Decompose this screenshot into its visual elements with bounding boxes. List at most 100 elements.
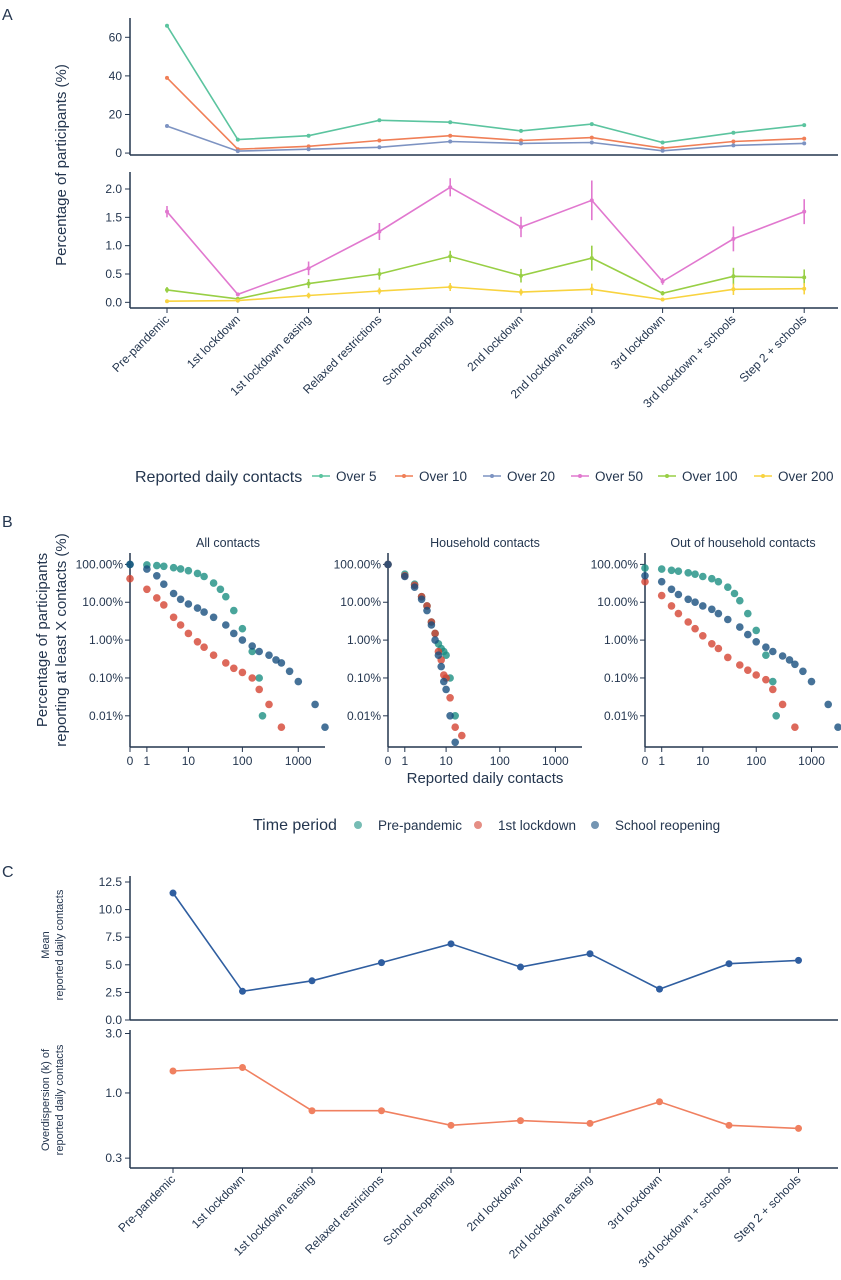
- legend-b-key: [474, 821, 482, 829]
- panel-b-point: [691, 570, 699, 578]
- panel-a-point: [589, 198, 594, 203]
- panel-b-point: [691, 598, 699, 606]
- panel-a-top-ytick-label: 60: [109, 30, 123, 44]
- panel-b-point: [193, 604, 202, 612]
- panel-b-point: [684, 595, 692, 604]
- panel-c-mean-ytick-label: 0.0: [105, 1013, 122, 1027]
- panel-a-point: [377, 138, 382, 143]
- panel-b-ytick-label: 1.00%: [347, 633, 381, 647]
- panel-a-point: [519, 128, 523, 133]
- panel-b-point: [222, 621, 230, 629]
- panel-a-xtick-label: 2nd lockdown: [464, 312, 526, 374]
- panel-b-point: [724, 615, 732, 624]
- panel-a-point: [235, 137, 240, 142]
- panel-b-point: [769, 677, 777, 686]
- panel-c-xtick-label: Pre-pandemic: [115, 1172, 178, 1235]
- panel-c-k-ytick-label: 1.0: [105, 1086, 122, 1100]
- panel-c-k-point: [169, 1067, 177, 1075]
- panel-a-point: [448, 139, 453, 144]
- panel-a-point: [731, 274, 736, 279]
- legend-a-key-dot: [319, 474, 323, 478]
- panel-a-series-line-over-20: [166, 125, 805, 152]
- panel-b-point: [321, 723, 329, 731]
- panel-b-point: [277, 723, 286, 731]
- panel-a-top-ytick-label: 20: [109, 107, 123, 121]
- panel-c-mean-point: [725, 960, 733, 968]
- panel-a-xtick-label: School reopening: [379, 312, 455, 388]
- panel-a-point: [448, 254, 453, 259]
- legend-a-label: Over 200: [778, 469, 834, 484]
- panel-b-point: [209, 613, 218, 622]
- panel-a-series-line-over-5: [166, 25, 805, 144]
- panel-b-point: [752, 626, 760, 635]
- panel-b-point: [193, 569, 202, 578]
- panel-a-bottom-ytick-label: 1.5: [105, 210, 122, 224]
- panel-b-point: [657, 577, 666, 586]
- panel-b-point: [200, 572, 208, 581]
- panel-a-point: [448, 285, 453, 290]
- panel-b-point: [126, 560, 134, 569]
- panel-b-point: [778, 652, 787, 660]
- panel-a-point: [589, 140, 594, 145]
- panel-a-point: [165, 23, 169, 28]
- panel-c-mean-point: [586, 950, 594, 958]
- panel-a-series-line-over-100: [166, 255, 805, 300]
- panel-a-point: [731, 130, 736, 135]
- panel-c-mean-point: [517, 963, 524, 971]
- legend-b-key: [591, 821, 599, 829]
- panel-b-xlabel: Reported daily contacts: [407, 770, 564, 787]
- panel-b-point: [294, 677, 303, 686]
- panel-b-point: [684, 569, 692, 577]
- panel-b-xtick-label: 0: [127, 754, 134, 768]
- panel-b-point: [807, 677, 816, 686]
- panel-a-xtick-label: 3rd lockdown: [608, 312, 668, 372]
- panel-b-point: [193, 638, 202, 646]
- panel-b-point: [423, 606, 431, 615]
- legend-a-key-dot: [402, 474, 406, 478]
- panel-b-point: [824, 700, 832, 709]
- panel-b-point: [169, 589, 178, 598]
- panel-b-point: [667, 585, 676, 594]
- panel-b-point: [791, 660, 799, 669]
- panel-b-point: [184, 600, 193, 608]
- panel-b-xtick-label: 1000: [285, 754, 312, 768]
- legend-a-key-dot: [761, 474, 765, 478]
- legend-a-label: Over 10: [419, 469, 467, 484]
- panel-b-ytick-label: 0.10%: [89, 671, 123, 685]
- panel-b-xtick-label: 100: [746, 754, 766, 768]
- panel-b-ytick-label: 0.10%: [347, 671, 381, 685]
- panel-b-point: [153, 561, 161, 570]
- legend-b-label: Pre-pandemic: [378, 818, 462, 833]
- panel-a-point: [660, 297, 665, 302]
- panel-b-point: [248, 642, 256, 650]
- panel-b-xtick-label: 1000: [798, 754, 825, 768]
- legend-a-label: Over 50: [595, 469, 643, 484]
- panel-b-xtick-label: 1000: [542, 754, 569, 768]
- panel-a-bottom-ytick-label: 0.0: [105, 295, 122, 309]
- panel-a-xtick-label: 1st lockdown: [184, 312, 243, 371]
- panel-b-point: [834, 723, 841, 731]
- panel-a-point: [448, 120, 453, 125]
- panel-a-point: [377, 145, 382, 150]
- panel-a-point: [589, 256, 594, 261]
- panel-b-point: [230, 606, 238, 615]
- panel-b-ylabel-line2: reporting at least X contacts (%): [53, 533, 70, 746]
- panel-b-xtick-label: 0: [642, 754, 649, 768]
- panel-a-point: [731, 287, 736, 292]
- panel-b-point: [799, 667, 807, 676]
- panel-b-point: [714, 577, 723, 586]
- panel-label-c: C: [2, 864, 14, 881]
- panel-a-point: [731, 139, 736, 144]
- panel-b-point: [427, 621, 436, 629]
- panel-b-point: [736, 596, 744, 605]
- panel-b-point: [762, 643, 770, 651]
- panel-b-ytick-label: 100.00%: [334, 557, 382, 571]
- legend-b-label: School reopening: [615, 818, 720, 833]
- panel-c-k-point: [725, 1121, 733, 1129]
- panel-c-xtick-label: 1st lockdown: [189, 1172, 248, 1231]
- panel-b-point: [674, 609, 683, 618]
- panel-a-point: [306, 293, 311, 298]
- panel-b-ytick-label: 0.01%: [604, 709, 638, 723]
- panel-a-point: [802, 141, 807, 146]
- panel-c-mean-ylabel-line1: Mean: [40, 931, 52, 959]
